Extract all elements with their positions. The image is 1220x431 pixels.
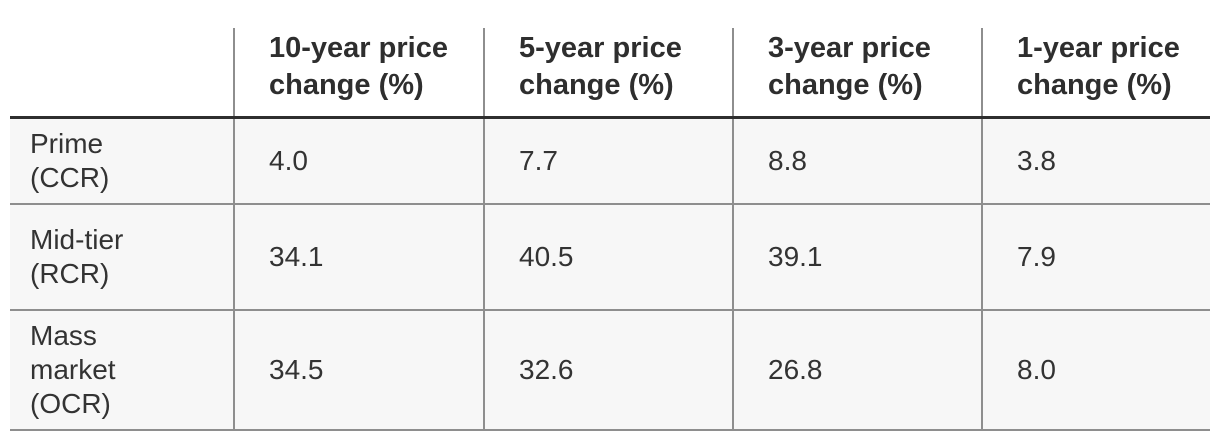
column-header-3-year: 3-year price change (%) [732, 28, 982, 119]
column-header-5-year: 5-year price change (%) [483, 28, 733, 119]
data-cell: 8.8 [732, 117, 982, 205]
table-row-prime: Prime (CCR) 4.0 7.7 8.8 3.8 [10, 117, 1210, 205]
table-row-mass-market: Mass market (OCR) 34.5 32.6 26.8 8.0 [10, 310, 1210, 431]
corner-cell [10, 28, 234, 119]
row-label-text: Prime (CCR) [30, 128, 110, 193]
row-label-text: Mid-tier (RCR) [30, 224, 124, 289]
data-cell: 26.8 [732, 310, 982, 431]
data-cell: 40.5 [483, 204, 733, 311]
row-label: Mid-tier (RCR) [10, 204, 234, 311]
column-header-10-year: 10-year price change (%) [233, 28, 484, 119]
row-label-text: Mass market (OCR) [30, 320, 116, 419]
header-row: 10-year price change (%) 5-year price ch… [10, 28, 1210, 119]
data-cell: 4.0 [233, 117, 484, 205]
row-label: Mass market (OCR) [10, 310, 234, 431]
data-cell: 39.1 [732, 204, 982, 311]
data-cell: 8.0 [981, 310, 1210, 431]
column-header-1-year: 1-year price change (%) [981, 28, 1210, 119]
data-cell: 7.9 [981, 204, 1210, 311]
data-cell: 3.8 [981, 117, 1210, 205]
data-cell: 34.1 [233, 204, 484, 311]
row-label: Prime (CCR) [10, 117, 234, 205]
price-change-table: 10-year price change (%) 5-year price ch… [10, 28, 1210, 431]
data-cell: 34.5 [233, 310, 484, 431]
data-cell: 7.7 [483, 117, 733, 205]
data-cell: 32.6 [483, 310, 733, 431]
table-row-mid-tier: Mid-tier (RCR) 34.1 40.5 39.1 7.9 [10, 204, 1210, 311]
